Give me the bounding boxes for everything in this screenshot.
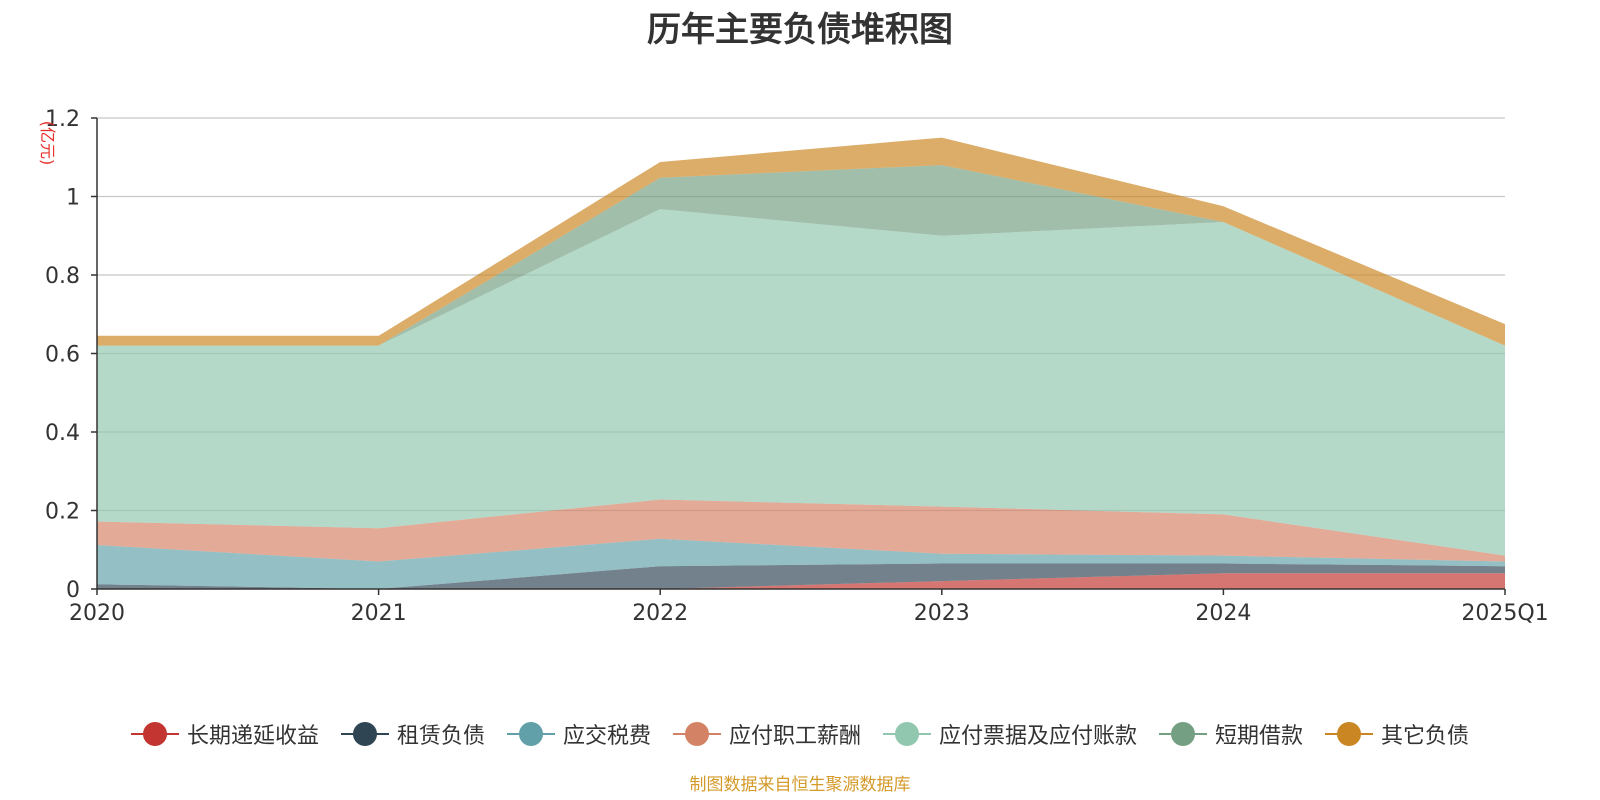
legend-label: 其它负债 (1381, 724, 1470, 749)
legend-item-4[interactable]: 应付职工薪酬 (672, 718, 861, 750)
x-tick-label: 2024 (1195, 601, 1251, 626)
legend-item-5[interactable]: 应付票据及应付账款 (883, 718, 1137, 750)
y-tick-label: 0.6 (45, 343, 80, 368)
legend-marker-icon (1159, 722, 1208, 746)
legend-marker-icon (130, 722, 179, 746)
legend-marker-icon (506, 722, 555, 746)
y-tick-label: 0 (66, 578, 80, 603)
legend-label: 短期借款 (1215, 724, 1304, 749)
legend-item-7[interactable]: 其它负债 (1325, 718, 1469, 750)
x-tick-label: 2022 (632, 601, 688, 626)
legend-label: 租赁负债 (396, 724, 485, 749)
area-series-1[interactable] (97, 573, 1505, 589)
legend-label: 应付职工薪酬 (728, 724, 861, 749)
area-series-7[interactable] (97, 137, 1505, 346)
legend-marker-icon (883, 722, 931, 746)
y-tick-label: 0.2 (45, 500, 80, 525)
chart-title: 历年主要负债堆积图 (647, 10, 953, 50)
legend-label: 长期递延收益 (186, 724, 319, 749)
y-tick-label: 1.2 (45, 107, 80, 132)
legend-marker-icon (1325, 722, 1374, 746)
axes: 0 0.2 0.4 0.6 0.8 1 1.2 2020 2021 2022 2023 2024 202… (45, 107, 1549, 626)
y-axis-unit-label: (亿元) (38, 121, 57, 166)
y-tick-label: 1 (66, 186, 80, 211)
y-tick-label: 0.8 (45, 264, 80, 289)
area-series-6[interactable] (97, 165, 1505, 346)
source-note: 制图数据来自恒生聚源数据库 (689, 775, 911, 795)
area-series-4[interactable] (97, 499, 1505, 562)
x-tick-label: 2023 (914, 601, 970, 626)
y-tick-label: 0.4 (45, 421, 80, 446)
legend-marker-icon (672, 722, 721, 746)
legend: 长期递延收益 租赁负债 应交税费 应付职工薪酬 应付票据及应付账款 短期借款 其它负债 (0, 718, 1600, 750)
x-tick-label: 2025Q1 (1461, 601, 1548, 626)
x-tick-label: 2021 (351, 601, 407, 626)
area-series-5[interactable] (97, 209, 1505, 556)
area-series-3[interactable] (97, 538, 1505, 589)
legend-marker-icon (340, 722, 389, 746)
legend-item-6[interactable]: 短期借款 (1159, 718, 1303, 750)
legend-item-1[interactable]: 长期递延收益 (130, 718, 319, 750)
area-series (97, 137, 1505, 590)
legend-item-2[interactable]: 租赁负债 (340, 718, 485, 750)
legend-label: 应付票据及应付账款 (939, 724, 1138, 749)
legend-item-3[interactable]: 应交税费 (506, 718, 651, 750)
x-tick-label: 2020 (69, 601, 125, 626)
legend-label: 应交税费 (562, 724, 651, 749)
area-series-2[interactable] (97, 563, 1505, 590)
